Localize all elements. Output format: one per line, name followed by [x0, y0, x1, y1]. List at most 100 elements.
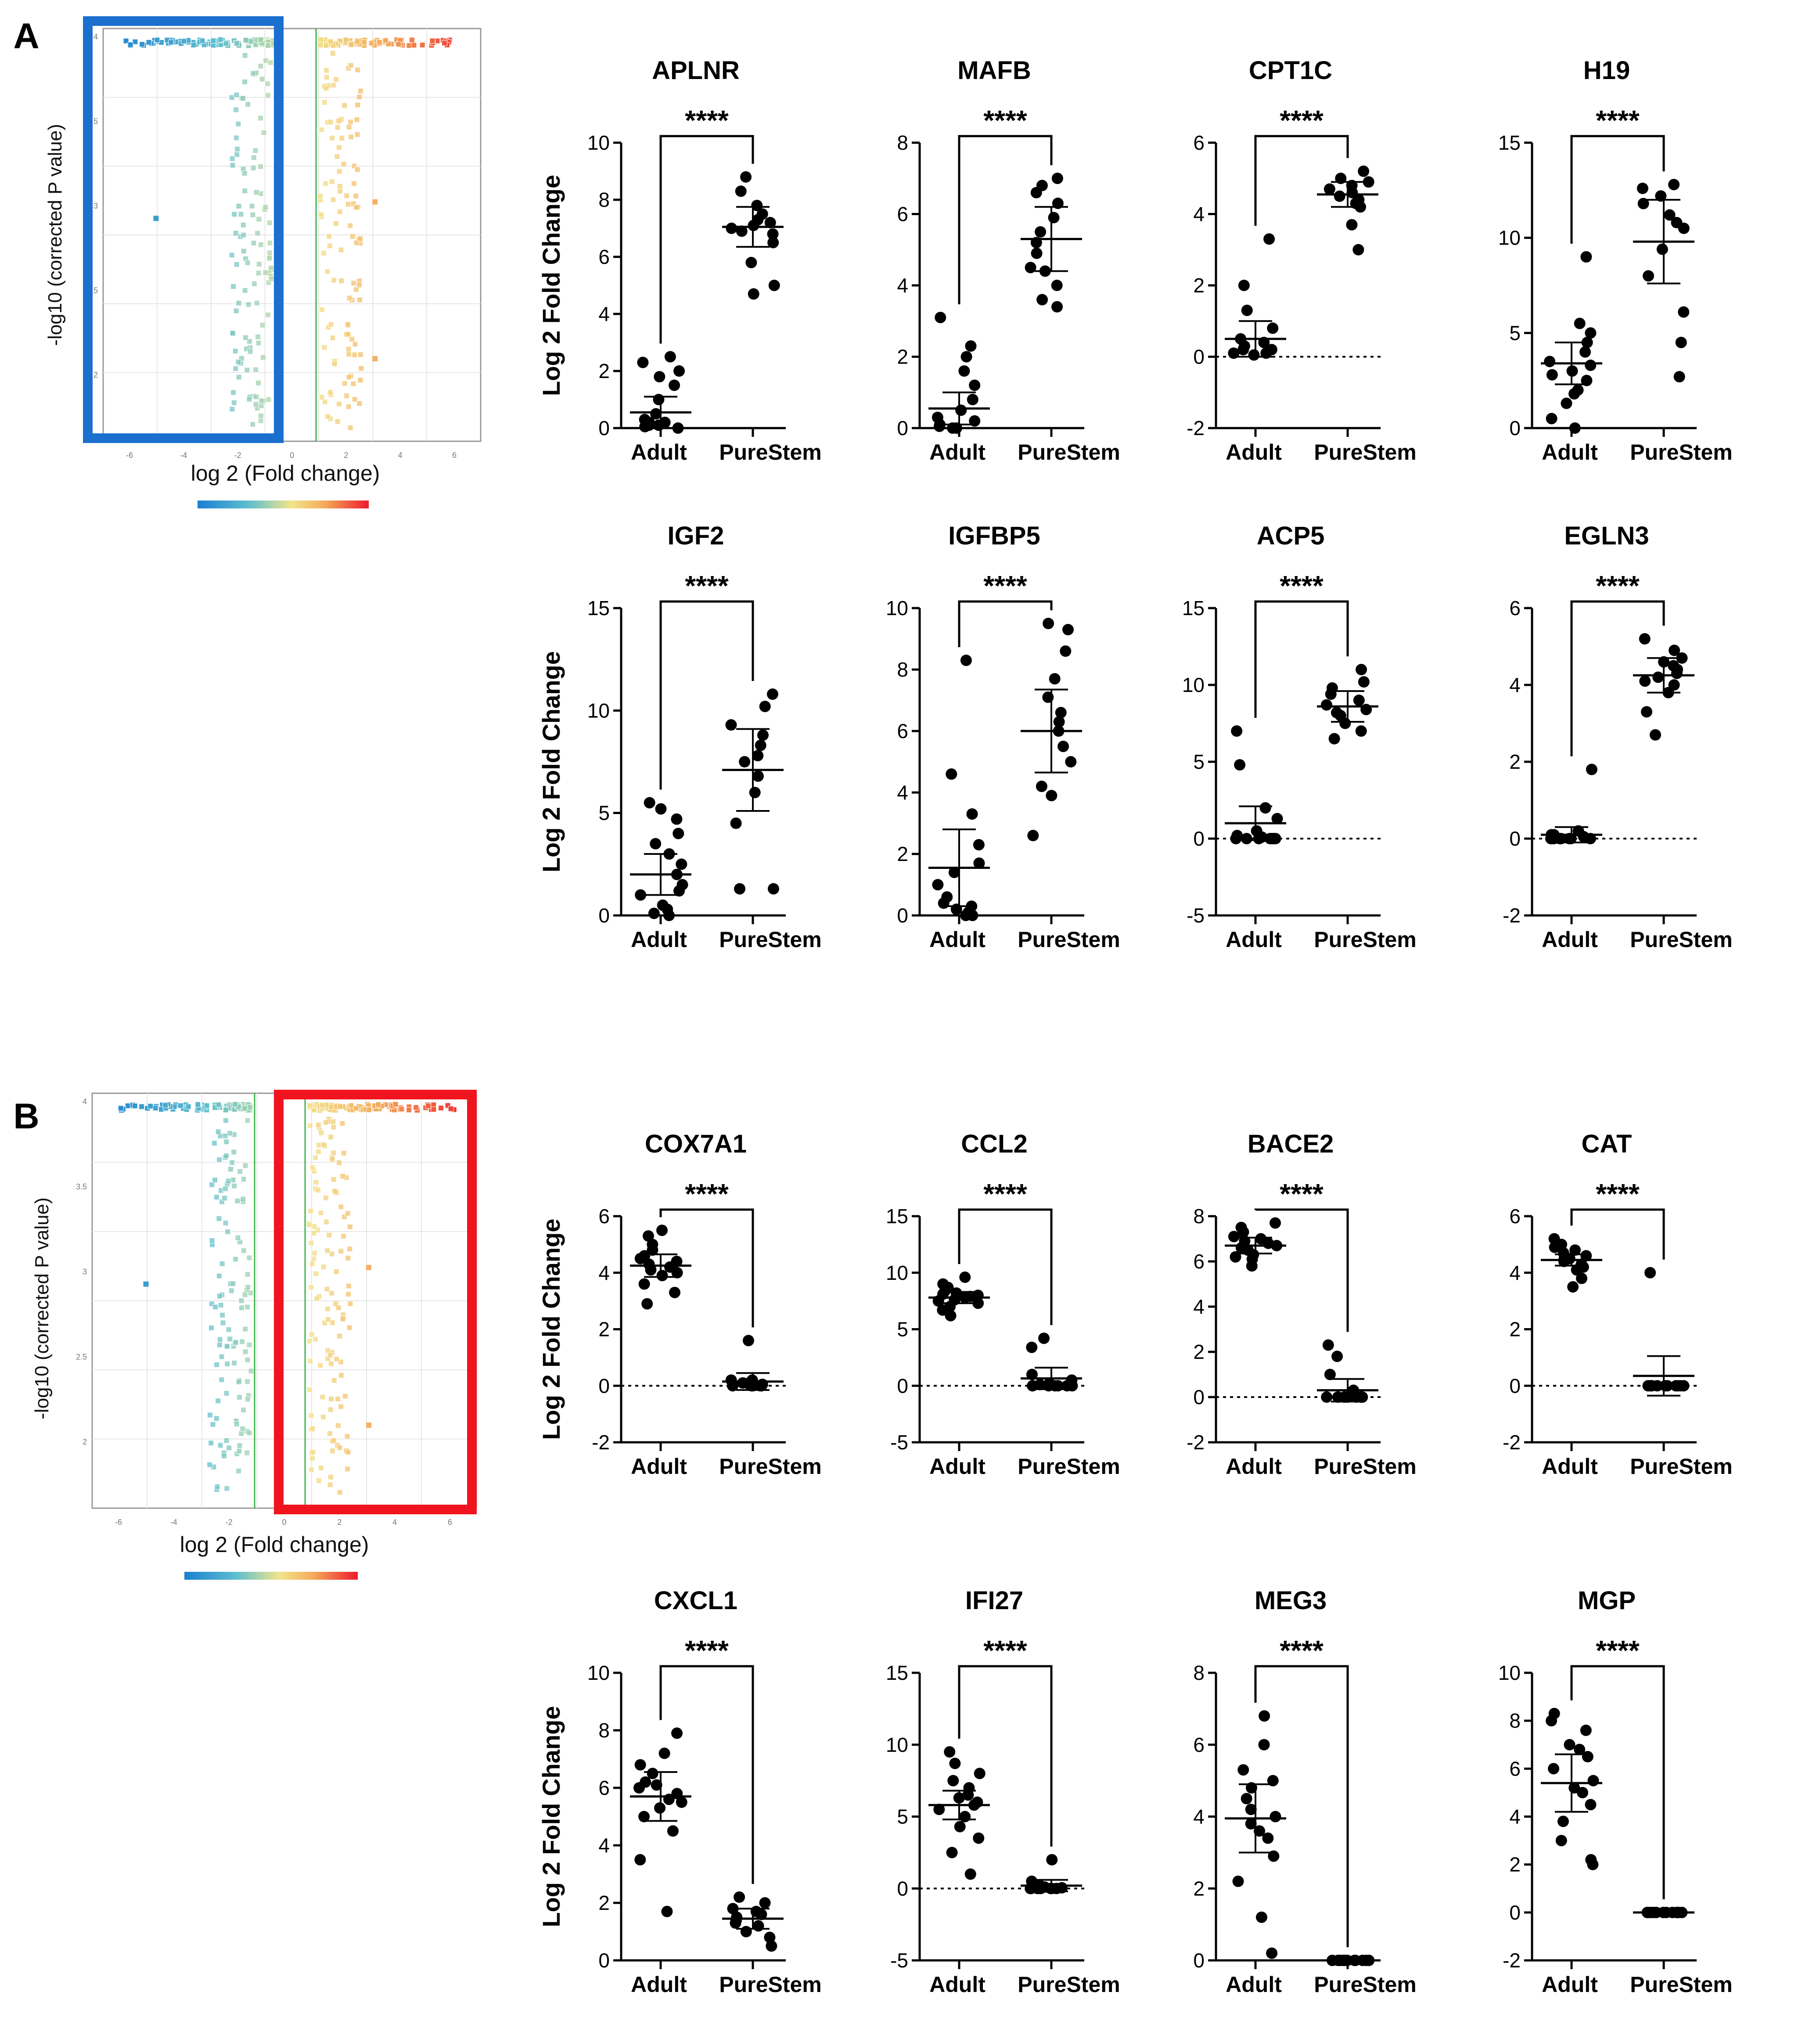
data-point — [958, 365, 970, 377]
volcano-point — [327, 389, 333, 395]
volcano-point — [343, 37, 349, 43]
data-point — [1238, 280, 1250, 291]
volcano-point — [224, 1343, 230, 1349]
data-point — [752, 214, 764, 226]
data-point — [634, 1854, 646, 1866]
data-point — [932, 411, 943, 423]
data-point — [946, 1847, 958, 1859]
chart-title: CAT — [1582, 1130, 1632, 1158]
data-point — [1046, 1854, 1058, 1866]
volcano-point — [241, 232, 247, 238]
y-tick-label: 8 — [897, 131, 908, 154]
y-tick-label: 15 — [886, 1205, 908, 1228]
volcano-point — [336, 401, 342, 407]
volcano-point — [323, 67, 329, 73]
significance-label: **** — [983, 1635, 1027, 1666]
data-point — [1585, 1854, 1597, 1866]
volcano-point — [331, 1124, 337, 1130]
data-point — [967, 394, 978, 405]
volcano-point — [333, 76, 339, 83]
significance-bracket — [1570, 135, 1665, 244]
volcano-point — [236, 300, 242, 306]
data-point — [730, 818, 742, 829]
data-point — [1639, 633, 1651, 645]
y-tick-label: 0 — [897, 1374, 908, 1397]
chart-title: IGF2 — [668, 522, 724, 550]
volcano-point — [313, 1155, 319, 1161]
volcano-point — [335, 1423, 341, 1429]
volcano-point — [234, 146, 241, 152]
volcano-point — [257, 115, 263, 121]
volcano-point — [320, 250, 327, 256]
data-point — [1555, 1835, 1567, 1847]
volcano-y-tick: 2.5 — [76, 1352, 87, 1361]
volcano-point — [247, 1104, 253, 1110]
volcano-point — [211, 1140, 217, 1146]
significance-bracket — [659, 1665, 754, 1884]
data-point — [1262, 1832, 1274, 1844]
data-point — [734, 1891, 745, 1903]
significance-label: **** — [983, 1178, 1027, 1210]
volcano-point — [307, 1123, 313, 1129]
data-point — [1026, 1341, 1038, 1353]
data-point — [1673, 371, 1685, 382]
volcano-point — [266, 396, 272, 403]
volcano-x-label: log 2 (Fold change) — [191, 461, 380, 486]
data-point — [673, 365, 685, 377]
volcano-point — [234, 1198, 241, 1204]
volcano-point — [219, 1312, 226, 1318]
volcano-point — [245, 101, 251, 108]
category-label: Adult — [631, 1454, 687, 1479]
data-point — [1678, 306, 1690, 318]
category-label: Adult — [1542, 927, 1598, 952]
dot-chart: H19 0 5 10 15 Adult PureStem **** — [1498, 56, 1733, 465]
category-label: PureStem — [1018, 1972, 1120, 1997]
volcano-point — [242, 188, 248, 194]
data-point — [1548, 1233, 1560, 1245]
category-label: PureStem — [1630, 440, 1732, 465]
volcano-point — [323, 85, 329, 91]
data-point — [1231, 725, 1243, 737]
volcano-point — [242, 52, 248, 58]
data-point — [1031, 247, 1043, 259]
volcano-point — [267, 60, 273, 66]
volcano-point — [318, 211, 324, 217]
y-tick-label: 0 — [1509, 417, 1521, 439]
data-point — [1655, 190, 1667, 202]
volcano-point — [209, 1181, 215, 1188]
data-point — [659, 417, 671, 428]
data-point — [1585, 360, 1597, 371]
volcano-point — [354, 39, 360, 45]
y-tick-label: 0 — [1193, 1949, 1205, 1972]
data-point — [767, 883, 779, 895]
y-tick-label: 10 — [886, 1733, 908, 1756]
volcano-point — [257, 36, 263, 43]
data-point — [1561, 397, 1572, 409]
volcano-point — [344, 393, 350, 399]
volcano-point — [354, 166, 360, 173]
dot-chart: BACE2 -2 0 2 4 6 8 Adult PureStem **** — [1187, 1130, 1417, 1479]
volcano-point — [223, 1153, 230, 1159]
data-point — [752, 770, 764, 782]
significance-bracket — [1254, 600, 1349, 718]
volcano-point — [139, 41, 145, 47]
y-tick-label: 2 — [1509, 1318, 1521, 1341]
volcano-point — [349, 234, 356, 240]
volcano-point — [345, 1449, 351, 1455]
volcano-point — [238, 1298, 245, 1304]
volcano-point — [245, 1379, 251, 1385]
volcano-point — [213, 1416, 219, 1422]
significance-label: **** — [685, 104, 729, 136]
chart-title: IFI27 — [965, 1586, 1023, 1615]
volcano-point — [336, 144, 342, 151]
dot-chart: CXCL1 0 2 4 6 8 10 Adult PureStem Log 2 Fold Chan… — [537, 1586, 822, 1997]
volcano-point — [125, 1103, 131, 1109]
volcano-point — [258, 413, 264, 419]
volcano-point — [409, 37, 415, 43]
volcano-point — [248, 38, 254, 44]
volcano-point — [329, 1251, 335, 1257]
y-tick-label: 4 — [598, 303, 610, 325]
significance-bracket — [958, 600, 1053, 647]
category-label: PureStem — [1018, 927, 1120, 952]
volcano-point — [327, 243, 333, 249]
